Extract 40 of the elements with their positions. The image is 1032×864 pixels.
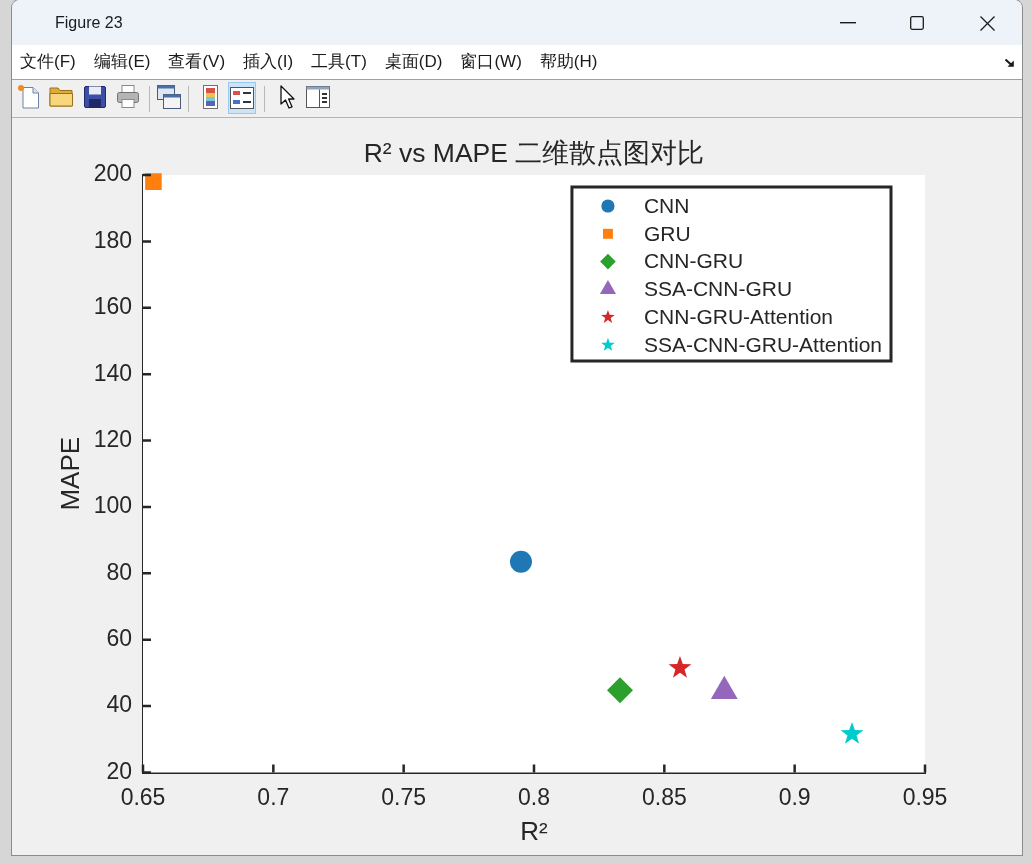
y-tick-label: 20: [106, 757, 132, 784]
y-tick-label: 180: [93, 226, 132, 253]
text: 查看(V): [168, 52, 226, 72]
y-tick-label: 100: [93, 492, 132, 519]
legend-label: SSA-CNN-GRU: [643, 277, 793, 301]
legend-label: CNN-GRU: [643, 249, 744, 273]
y-tick-label: 140: [93, 359, 132, 386]
text: 窗口(W): [460, 52, 522, 72]
point: [607, 677, 634, 704]
legend-label: GRU: [643, 221, 691, 245]
y-tick-label: 200: [93, 160, 132, 187]
x-tick-label: 0.7: [257, 783, 290, 810]
point: [509, 550, 532, 573]
text: 文件(F): [20, 52, 76, 72]
x-tick-label: 0.95: [902, 783, 948, 810]
x-tick-label: 0.65: [120, 783, 166, 810]
legend-label: SSA-CNN-GRU-Attention: [643, 332, 883, 356]
y-tick-label: 160: [93, 293, 132, 320]
text: 工具(T): [311, 52, 367, 72]
point: [145, 173, 162, 190]
text: 帮助(H): [539, 52, 598, 72]
text: 插入(I): [243, 52, 294, 72]
point: [840, 721, 864, 744]
x-axis-title: R²: [520, 815, 549, 846]
y-axis-title: MAPE: [54, 436, 85, 511]
text: 编辑(E): [93, 52, 151, 72]
x-tick-label: 0.85: [641, 783, 687, 810]
chart-title: R² vs MAPE 二维散点图对比: [363, 138, 705, 169]
y-tick-label: 80: [106, 558, 132, 585]
text: 桌面(D): [384, 52, 443, 72]
y-tick-label: 60: [106, 625, 132, 652]
x-tick-label: 0.8: [518, 783, 550, 810]
y-tick-label: 120: [93, 425, 132, 452]
legend-label: CNN: [643, 193, 690, 217]
x-tick-label: 0.9: [778, 783, 811, 810]
point: [668, 655, 692, 678]
x-tick-label: 0.75: [381, 783, 427, 810]
y-tick-label: 40: [106, 691, 132, 718]
caption: Figure 23: [55, 13, 123, 33]
legend-label: CNN-GRU-Attention: [643, 305, 833, 328]
